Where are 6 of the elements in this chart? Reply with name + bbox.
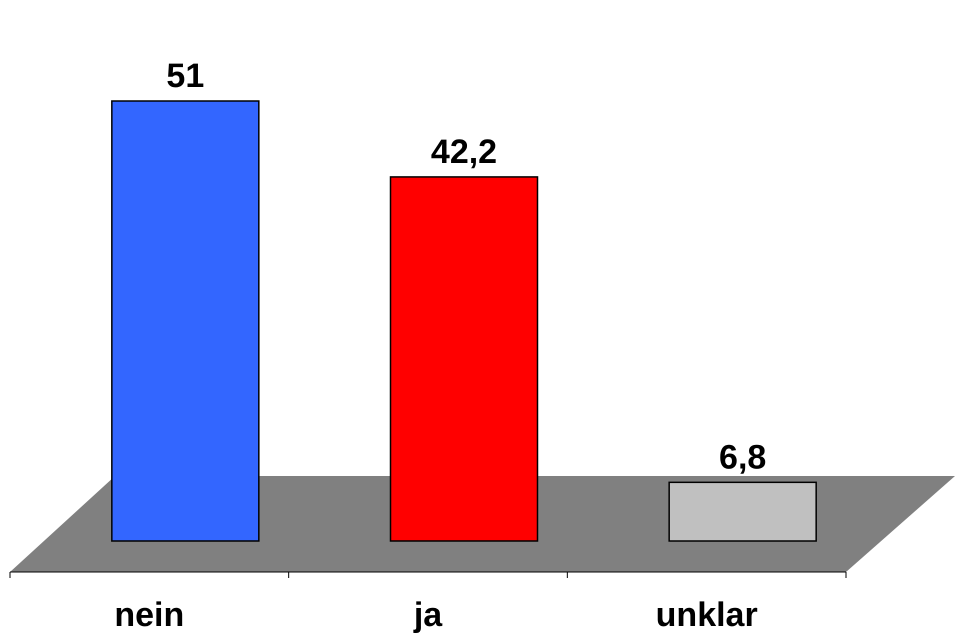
x-tick-label: ja	[412, 596, 444, 634]
data-label: 42,2	[430, 132, 498, 171]
data-label: 6,8	[719, 438, 766, 476]
x-tick-label: unklar	[656, 596, 758, 634]
x-tick-label: nein	[114, 596, 184, 634]
data-label: 51	[166, 57, 204, 95]
